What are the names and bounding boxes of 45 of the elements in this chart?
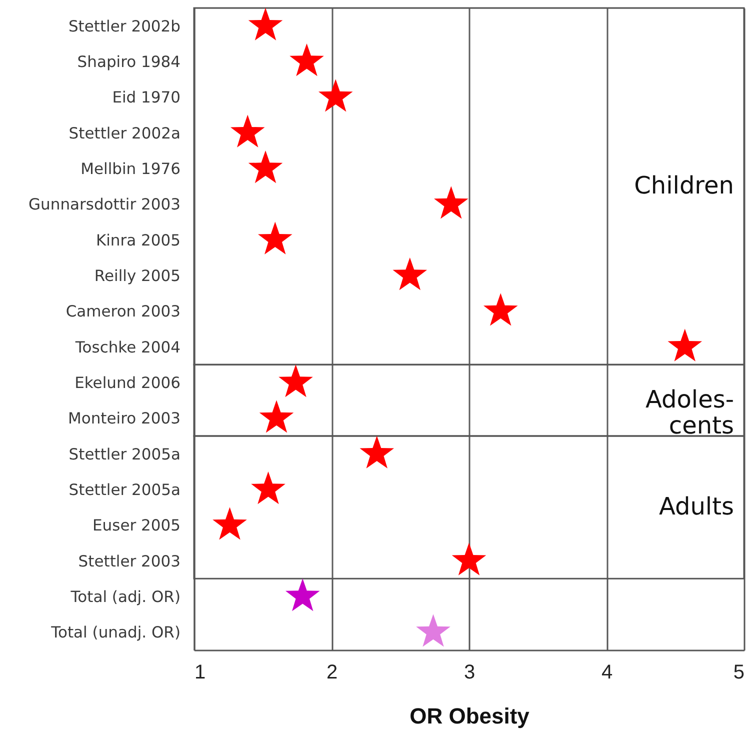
- band-label: Children: [634, 171, 734, 200]
- x-tick-label: 3: [464, 662, 476, 684]
- point: [416, 614, 450, 647]
- point: [230, 114, 265, 148]
- y-tick-label: Toschke 2004: [74, 338, 180, 356]
- band-label: Adoles- cents: [645, 385, 734, 440]
- x-tick-label: 5: [733, 662, 744, 684]
- point: [248, 8, 283, 40]
- x-tick-label: 2: [326, 662, 338, 684]
- point: [483, 293, 518, 326]
- y-tick-label: Stettler 2005a: [68, 445, 180, 464]
- point: [248, 150, 283, 184]
- point: [452, 542, 486, 576]
- point: [360, 436, 394, 468]
- y-tick-label: Stettler 2005a: [68, 481, 180, 499]
- y-tick-label: Stettler 2002a: [68, 124, 180, 142]
- point: [285, 578, 320, 612]
- y-tick-label: Total (adj. OR): [70, 588, 180, 606]
- band-label: Adults: [658, 492, 734, 520]
- x-axis-title: OR Obesity: [410, 704, 530, 728]
- y-tick-label: Gunnarsdottir 2003: [28, 196, 180, 214]
- point: [668, 328, 702, 362]
- y-tick-label: Kinra 2005: [96, 231, 180, 250]
- y-tick-label: Mellbin 1976: [80, 160, 180, 178]
- y-tick-label: Reilly 2005: [94, 267, 180, 285]
- y-tick-label: Shapiro 1984: [77, 53, 180, 71]
- point: [392, 257, 428, 290]
- y-tick-label: Ekelund 2006: [74, 374, 180, 392]
- point: [290, 43, 324, 76]
- point: [278, 364, 313, 398]
- y-tick-label: Euser 2005: [92, 516, 180, 535]
- y-tick-label: Stettler 2003: [78, 552, 180, 570]
- y-tick-label: Cameron 2003: [66, 302, 180, 321]
- point: [251, 471, 286, 504]
- y-tick-label: Stettler 2002b: [68, 17, 180, 36]
- x-tick-label: 4: [601, 662, 613, 684]
- point: [212, 507, 247, 540]
- point: [258, 222, 292, 254]
- y-tick-label: Total (unadj. OR): [50, 624, 180, 642]
- y-tick-label: Eid 1970: [112, 88, 180, 107]
- point: [318, 79, 353, 112]
- y-tick-label: Monteiro 2003: [68, 410, 180, 428]
- x-tick-label: 1: [194, 662, 206, 684]
- point: [259, 400, 294, 433]
- point: [434, 186, 468, 219]
